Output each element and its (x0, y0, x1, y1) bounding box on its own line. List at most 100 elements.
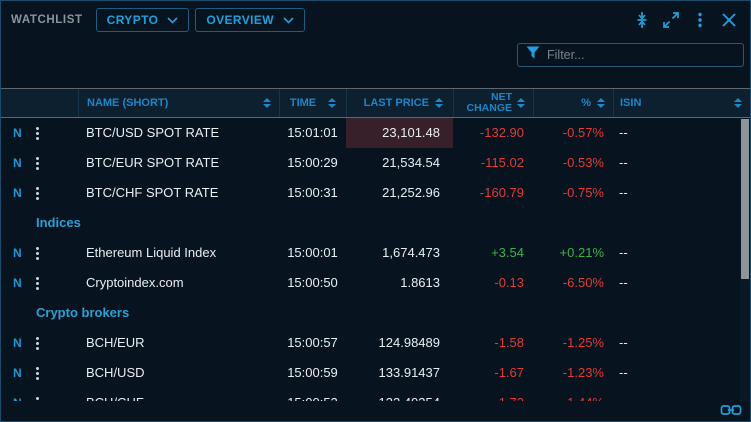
news-flag[interactable]: N (13, 276, 22, 290)
row-price-cell: 21,534.54 (346, 148, 453, 178)
news-flag[interactable]: N (13, 336, 22, 350)
filter-input[interactable] (547, 48, 735, 62)
expand-icon[interactable] (660, 9, 682, 31)
news-flag[interactable]: N (13, 397, 22, 401)
header-cell-net-change[interactable]: NET CHANGE (453, 89, 533, 117)
table-row[interactable]: N BTC/EUR SPOT RATE 15:00:29 21,534.54 -… (1, 148, 742, 178)
table-row[interactable]: N BTC/USD SPOT RATE 15:01:01 23,101.48 -… (1, 118, 742, 148)
row-price: 21,534.54 (382, 155, 440, 170)
table-row[interactable]: N BCH/USD 15:00:59 133.91437 -1.67 -1.23… (1, 358, 742, 388)
row-time: 15:00:57 (287, 335, 338, 350)
row-isin: -- (619, 335, 628, 350)
row-price: 133.91437 (378, 365, 440, 380)
sort-icon[interactable] (435, 98, 443, 108)
row-name: BCH/EUR (86, 335, 145, 350)
news-flag[interactable]: N (13, 156, 22, 170)
column-label: TIME (289, 97, 317, 109)
view-dropdown[interactable]: OVERVIEW (195, 8, 306, 32)
vertical-scrollbar[interactable] (740, 118, 750, 401)
row-isin: -- (619, 125, 628, 140)
row-price-cell: 21,252.96 (346, 178, 453, 208)
row-time: 15:00:31 (287, 185, 338, 200)
column-label: NAME (SHORT) (87, 97, 169, 109)
row-indicator-cell: N (1, 238, 78, 268)
row-menu-kebab-icon[interactable] (35, 371, 39, 375)
row-menu-kebab-icon[interactable] (35, 131, 39, 135)
column-label: % (581, 97, 591, 109)
header-cell-percent[interactable]: % (533, 89, 613, 117)
row-price: 21,252.96 (382, 185, 440, 200)
table-body: N BTC/USD SPOT RATE 15:01:01 23,101.48 -… (1, 118, 742, 401)
row-menu-kebab-icon[interactable] (35, 341, 39, 345)
row-net: -115.02 (480, 155, 524, 170)
column-label: NET CHANGE (466, 91, 512, 114)
row-price: 132.49354 (379, 395, 440, 401)
row-pct: -6.50% (562, 275, 604, 290)
row-price-cell: 132.49354 (346, 388, 453, 401)
section-row[interactable]: Indices (1, 208, 742, 238)
row-isin: -- (619, 245, 628, 260)
header-cell-indicator (1, 89, 78, 117)
row-indicator-cell: N (1, 358, 78, 388)
filter-funnel-icon (526, 46, 540, 64)
row-indicator-cell: N (1, 268, 78, 298)
row-menu-kebab-icon[interactable] (35, 251, 39, 255)
row-name: BCH/USD (86, 365, 145, 380)
section-label: Indices (36, 215, 81, 230)
row-time: 15:00:59 (287, 365, 338, 380)
row-indicator-cell: N (1, 388, 78, 401)
sort-icon[interactable] (263, 98, 271, 108)
row-pct: -1.44% (533, 388, 613, 401)
news-flag[interactable]: N (13, 126, 22, 140)
news-flag[interactable]: N (13, 366, 22, 380)
row-menu-kebab-icon[interactable] (35, 161, 39, 165)
row-price: 1.8613 (400, 275, 440, 290)
row-price: 1,674.473 (382, 245, 440, 260)
close-icon[interactable] (718, 9, 740, 31)
table-row[interactable]: N BCH/EUR 15:00:57 124.98489 -1.58 -1.25… (1, 328, 742, 358)
sort-icon[interactable] (517, 98, 525, 108)
row-time: 15:00:01 (287, 245, 338, 260)
row-price: 23,101.48 (382, 125, 440, 140)
row-menu-kebab-icon[interactable] (35, 281, 39, 285)
row-net: -1.58 (494, 335, 524, 350)
chevron-down-icon (167, 13, 178, 27)
header-cell-time[interactable]: TIME (279, 89, 346, 117)
row-name: BTC/CHF SPOT RATE (86, 185, 219, 200)
table-row[interactable]: N BCH/CHF 15:00:52 132.49354 -1.73 -1.44… (1, 388, 742, 401)
feed-dropdown[interactable]: CRYPTO (95, 8, 190, 32)
row-pct: -0.75% (562, 185, 604, 200)
row-net: -0.13 (494, 275, 524, 290)
row-indicator-cell: N (1, 118, 78, 148)
row-net: -160.79 (479, 185, 524, 200)
row-isin: -- (619, 185, 628, 200)
row-time: 15:00:52 (279, 388, 346, 401)
row-price-cell: 23,101.48 (346, 118, 453, 148)
sort-icon[interactable] (597, 98, 605, 108)
header-cell-isin[interactable]: ISIN (613, 89, 750, 117)
row-pct: -0.57% (562, 125, 604, 140)
row-menu-kebab-icon[interactable] (35, 191, 39, 195)
header-cell-name[interactable]: NAME (SHORT) (78, 89, 279, 117)
menu-kebab-icon[interactable] (689, 9, 711, 31)
header-cell-last-price[interactable]: LAST PRICE (346, 89, 453, 117)
collapse-icon[interactable] (631, 9, 653, 31)
table-row[interactable]: N BTC/CHF SPOT RATE 15:00:31 21,252.96 -… (1, 178, 742, 208)
row-isin: -- (619, 275, 628, 290)
section-row[interactable]: Crypto brokers (1, 298, 742, 328)
scrollbar-thumb[interactable] (741, 119, 749, 279)
row-indicator-cell: N (1, 148, 78, 178)
row-isin: -- (619, 155, 628, 170)
news-flag[interactable]: N (13, 246, 22, 260)
toolbar: WATCHLIST CRYPTO OVERVIEW (1, 1, 750, 39)
channel-link-icon[interactable] (719, 403, 743, 419)
row-isin: -- (613, 388, 742, 401)
table-row[interactable]: N Ethereum Liquid Index 15:00:01 1,674.4… (1, 238, 742, 268)
status-bar (1, 401, 750, 421)
news-flag[interactable]: N (13, 186, 22, 200)
sort-icon[interactable] (328, 98, 336, 108)
row-pct: -1.23% (562, 365, 604, 380)
sort-icon[interactable] (734, 98, 742, 108)
table-viewport: N BTC/USD SPOT RATE 15:01:01 23,101.48 -… (1, 118, 750, 401)
table-row[interactable]: N Cryptoindex.com 15:00:50 1.8613 -0.13 … (1, 268, 742, 298)
